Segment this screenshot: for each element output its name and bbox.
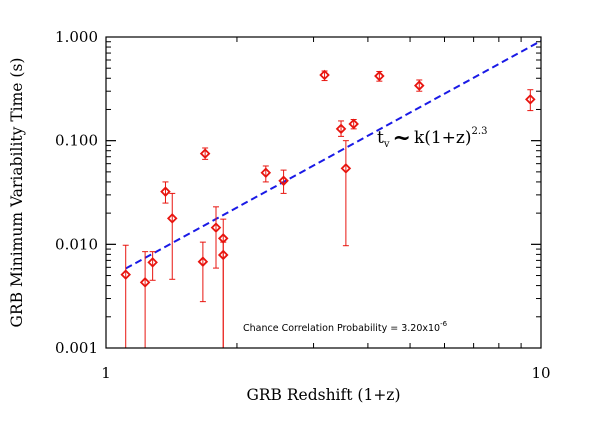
data-point [335,120,347,137]
y-tick-label: 0.010 [55,235,98,253]
data-point [319,69,330,82]
x-tick-label: 1 [101,364,111,382]
fit-line-layer [125,39,541,270]
data-point [374,70,385,82]
chance-probability-text: Chance Correlation Probability = 3.20x10 [243,323,440,334]
diamond-marker [278,175,289,187]
diamond-marker [197,256,209,267]
fit-formula-sub: v [383,139,390,150]
data-point [278,169,289,194]
diamond-marker [166,213,178,224]
diamond-marker [210,222,222,233]
diamond-marker [120,269,131,280]
fit-formula-main: k(1+z) [414,128,472,148]
fit-line [125,39,541,270]
diamond-marker [319,69,330,81]
data-point [199,147,211,160]
diamond-marker [413,80,425,91]
data-point [147,251,158,281]
data-point [348,118,359,130]
chance-probability-sup: -6 [440,320,448,328]
data-point [139,251,151,348]
x-tick-label: 10 [531,364,550,382]
data-point [413,79,425,92]
diamond-marker [217,249,229,261]
data-point [160,181,171,204]
diamond-marker [147,257,158,268]
data-point [340,140,352,247]
diamond-marker [139,277,151,288]
y-tick-label: 0.001 [55,339,98,357]
y-tick-label: 1.000 [55,28,98,46]
diamond-marker [335,123,347,135]
diamond-marker [374,70,385,82]
diamond-marker [340,163,352,174]
data-point [260,165,272,183]
y-tick-label: 0.100 [55,132,98,150]
plot-frame [105,36,542,349]
data-point [217,241,229,348]
data-point [197,241,209,303]
fit-formula-label: tv ~ k(1+z)2.3 [377,125,487,151]
diamond-marker [260,167,272,179]
data-point [120,244,131,348]
axis-ticks [105,36,542,349]
diamond-marker [160,186,171,197]
fit-formula-tv: t [377,128,384,148]
chance-probability-label: Chance Correlation Probability = 3.20x10… [243,320,448,334]
diamond-marker [525,94,536,105]
data-point [210,206,222,269]
fit-formula-sup: 2.3 [472,126,488,137]
data-points-layer [120,69,536,348]
data-point [525,89,536,112]
data-point [166,192,178,280]
fit-formula-tilde: ~ [393,125,411,151]
diamond-marker [348,118,359,130]
diamond-marker [199,148,211,159]
x-axis-label: GRB Redshift (1+z) [246,386,400,404]
y-axis-label: GRB Minimum Variability Time (s) [8,58,26,328]
